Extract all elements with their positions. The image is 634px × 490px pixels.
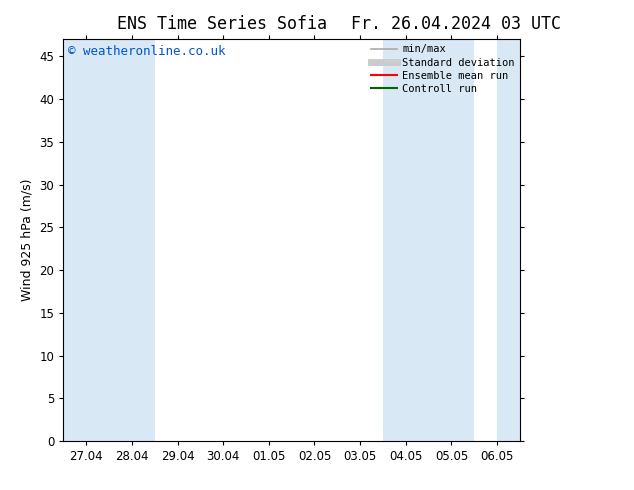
Bar [497,39,520,441]
Text: © weatheronline.co.uk: © weatheronline.co.uk [68,45,226,58]
Text: ENS Time Series Sofia: ENS Time Series Sofia [117,15,327,33]
Bar [63,39,155,441]
Y-axis label: Wind 925 hPa (m/s): Wind 925 hPa (m/s) [21,179,34,301]
Bar [383,39,474,441]
Text: Fr. 26.04.2024 03 UTC: Fr. 26.04.2024 03 UTC [351,15,562,33]
Legend: min/max, Standard deviation, Ensemble mean run, Controll run: min/max, Standard deviation, Ensemble me… [371,45,515,94]
